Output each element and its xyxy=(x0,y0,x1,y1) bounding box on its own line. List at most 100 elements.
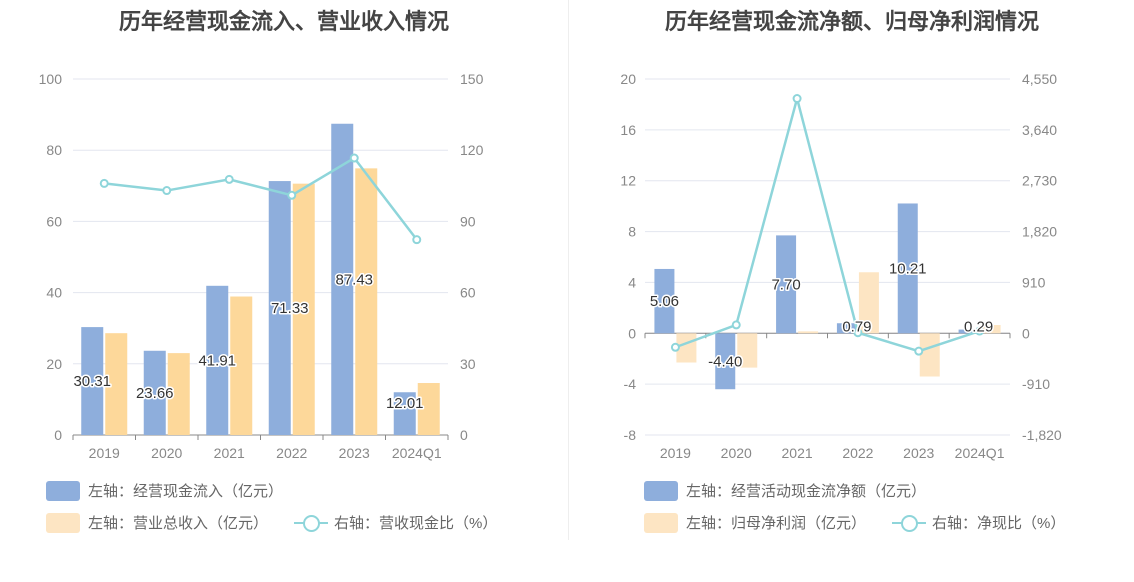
right-chart-right-tick-label: 4,550 xyxy=(1022,71,1057,87)
legend-swatch-net-profit xyxy=(644,512,678,533)
left-chart-left-tick-label: 0 xyxy=(54,427,62,443)
right-chart-data-label: 0.29 xyxy=(964,318,993,335)
left-chart-bar-primary[interactable] xyxy=(206,285,229,435)
right-chart-category-label: 2019 xyxy=(660,445,691,461)
legend-item-cash-ratio[interactable]: 右轴：营收现金比（%） xyxy=(294,512,497,533)
left-chart-bar-secondary[interactable] xyxy=(230,296,253,435)
left-chart-ratio-point[interactable] xyxy=(349,153,359,163)
chart-panel-left: 历年经营现金流入、营业收入情况 0 20 40 60 80 100 0 30 60 90 120 15… xyxy=(39,9,497,533)
left-chart-ratio-point[interactable] xyxy=(224,174,234,184)
left-chart-bar-secondary[interactable] xyxy=(167,353,190,435)
right-chart-bar-primary[interactable] xyxy=(776,235,797,334)
left-chart-bar-secondary[interactable] xyxy=(292,183,315,435)
left-chart-category-label: 2019 xyxy=(89,445,120,461)
left-chart-category-label: 2024Q1 xyxy=(392,445,442,461)
panel-divider xyxy=(568,0,569,540)
legend-label-revenue: 左轴：营业总收入（亿元） xyxy=(88,515,269,532)
right-chart-bar-secondary[interactable] xyxy=(980,325,1001,334)
right-chart-ratio-point[interactable] xyxy=(853,328,863,338)
left-chart-bar-secondary[interactable] xyxy=(355,168,378,435)
left-chart-right-tick-label: 0 xyxy=(460,427,468,443)
left-chart-data-label: 12.01 xyxy=(386,395,424,412)
right-chart-ratio-point[interactable] xyxy=(670,342,680,352)
left-chart-category-label: 2023 xyxy=(339,445,370,461)
right-chart-bar-primary[interactable] xyxy=(654,268,675,334)
right-chart-bar-primary[interactable] xyxy=(958,329,979,334)
left-chart-data-label: 87.43 xyxy=(335,271,373,288)
right-chart-left-tick-label: -4 xyxy=(624,376,637,392)
left-chart-data-label: 71.33 xyxy=(271,300,309,317)
left-chart-data-label: 41.91 xyxy=(198,352,236,369)
left-chart-category-label: 2020 xyxy=(151,445,182,461)
right-chart-bar-secondary[interactable] xyxy=(919,333,940,377)
legend-item-net-cash-flow[interactable]: 左轴：经营活动现金流净额（亿元） xyxy=(644,480,926,501)
right-chart-bar-primary[interactable] xyxy=(715,333,736,390)
right-chart-right-tick-label: -910 xyxy=(1022,376,1050,392)
right-chart-bar-secondary[interactable] xyxy=(737,333,758,368)
right-chart-left-tick-label: 8 xyxy=(628,224,636,240)
right-chart-category-label: 2022 xyxy=(842,445,873,461)
right-chart-left-tick-label: 16 xyxy=(620,122,636,138)
left-chart-right-tick-label: 150 xyxy=(460,71,484,87)
right-chart-data-label: -4.40 xyxy=(708,353,742,370)
right-chart-left-tick-label: -8 xyxy=(624,427,637,443)
left-chart-ratio-point[interactable] xyxy=(99,178,109,188)
left-chart-left-tick-label: 80 xyxy=(46,142,62,158)
left-chart-category-label: 2022 xyxy=(276,445,307,461)
left-chart-bar-primary[interactable] xyxy=(331,123,354,435)
left-chart-bar-secondary[interactable] xyxy=(417,383,440,435)
chart-svg-left: 0 20 40 60 80 100 0 30 60 90 120 150 2019 2020 2021 202… xyxy=(39,71,484,461)
left-chart-ratio-point[interactable] xyxy=(162,186,172,196)
right-chart-ratio-point[interactable] xyxy=(975,326,985,336)
left-chart-bar-primary[interactable] xyxy=(393,392,416,435)
right-chart-data-label: 5.06 xyxy=(650,293,679,310)
legend-left: 左轴：经营现金流入（亿元） 左轴：营业总收入（亿元） 右轴：营收现金比（%） xyxy=(46,480,497,533)
left-chart-right-tick-label: 90 xyxy=(460,213,476,229)
right-chart-bar-secondary[interactable] xyxy=(858,272,879,334)
chart-svg-right: -8 -4 0 4 8 12 16 20 -1,820 -910 0 910 1,820 2,730 3,6… xyxy=(620,71,1062,461)
right-chart-data-label: 0.79 xyxy=(842,318,871,335)
legend-item-cash-inflow[interactable]: 左轴：经营现金流入（亿元） xyxy=(46,480,283,501)
right-chart-right-tick-label: 1,820 xyxy=(1022,224,1057,240)
right-chart-right-tick-label: -1,820 xyxy=(1022,427,1062,443)
legend-right: 左轴：经营活动现金流净额（亿元） 左轴：归母净利润（亿元） 右轴：净现比（%） xyxy=(570,0,1134,582)
right-chart-left-tick-label: 0 xyxy=(628,325,636,341)
right-chart-right-tick-label: 910 xyxy=(1022,274,1046,290)
left-chart-bar-primary[interactable] xyxy=(143,350,166,435)
right-chart-left-tick-label: 20 xyxy=(620,71,636,87)
legend-item-revenue[interactable]: 左轴：营业总收入（亿元） xyxy=(46,512,268,533)
legend-swatch-cash-inflow xyxy=(46,480,80,501)
right-chart-data-label: 10.21 xyxy=(889,260,927,277)
legend-label-net-profit: 左轴：归母净利润（亿元） xyxy=(686,515,867,532)
chart-title-left: 历年经营现金流入、营业收入情况 xyxy=(118,9,449,34)
legend-item-net-profit[interactable]: 左轴：归母净利润（亿元） xyxy=(644,512,866,533)
right-chart-ratio-point[interactable] xyxy=(792,94,802,104)
right-chart-ratio-point[interactable] xyxy=(731,320,741,330)
right-chart-right-tick-label: 2,730 xyxy=(1022,173,1057,189)
left-chart-ratio-point[interactable] xyxy=(412,235,422,245)
right-chart-left-tick-label: 4 xyxy=(628,274,636,290)
left-chart-bar-secondary[interactable] xyxy=(105,333,128,435)
left-chart-bar-primary[interactable] xyxy=(81,327,104,435)
legend-line-marker-icon xyxy=(892,513,926,533)
legend-item-net-cash-ratio[interactable]: 右轴：净现比（%） xyxy=(892,512,1065,533)
left-chart-data-label: 30.31 xyxy=(73,373,111,390)
right-chart-data-label: 7.70 xyxy=(771,276,800,293)
left-chart-left-tick-label: 100 xyxy=(39,71,63,87)
chart-title-right: 历年经营现金流净额、归母净利润情况 xyxy=(664,9,1039,34)
right-chart-bar-primary[interactable] xyxy=(836,323,857,334)
chart-panel-right: 历年经营现金流净额、归母净利润情况 -8 -4 0 4 8 12 16 20 -1,820 -91… xyxy=(570,0,1134,582)
right-chart-bar-secondary[interactable] xyxy=(798,331,819,334)
right-chart-ratio-point[interactable] xyxy=(914,346,924,356)
right-chart-category-label: 2021 xyxy=(782,445,813,461)
left-chart-ratio-point[interactable] xyxy=(287,190,297,200)
right-chart-left-tick-label: 12 xyxy=(620,173,636,189)
left-chart-right-tick-label: 30 xyxy=(460,356,476,372)
left-chart-left-tick-label: 20 xyxy=(46,356,62,372)
left-chart-bar-primary[interactable] xyxy=(268,181,291,435)
left-chart-right-tick-label: 60 xyxy=(460,285,476,301)
left-chart-data-label: 23.66 xyxy=(136,385,174,402)
legend-line-marker-icon xyxy=(294,513,328,533)
right-chart-bar-primary[interactable] xyxy=(897,203,918,334)
legend-label-cash-ratio: 右轴：营收现金比（%） xyxy=(334,515,498,532)
